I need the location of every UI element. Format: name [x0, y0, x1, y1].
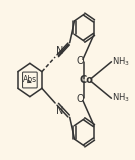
Text: Co: Co [80, 75, 94, 85]
FancyBboxPatch shape [23, 72, 37, 88]
Text: O: O [76, 94, 84, 104]
Text: Abs: Abs [23, 75, 37, 84]
Text: N: N [56, 106, 63, 116]
Text: NH$_3$: NH$_3$ [112, 92, 130, 104]
Text: O: O [76, 56, 84, 66]
Text: N: N [56, 46, 63, 56]
Text: NH$_3$: NH$_3$ [112, 56, 130, 68]
